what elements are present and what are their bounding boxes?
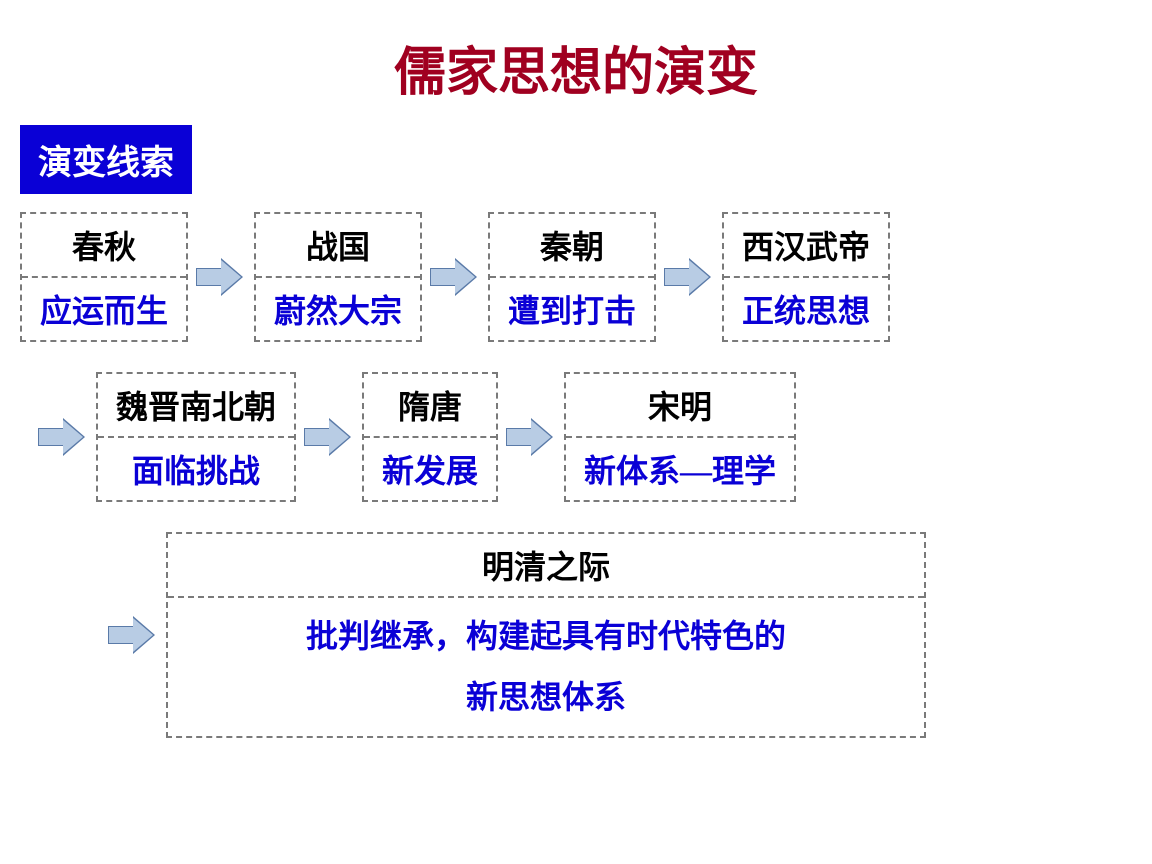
node-period: 明清之际 [168,534,924,596]
node-desc: 批判继承，构建起具有时代特色的 新思想体系 [168,596,924,736]
arrow-icon [188,258,254,296]
node-desc-line: 批判继承，构建起具有时代特色的 [186,606,906,667]
flow-node: 秦朝 遭到打击 [488,212,656,342]
node-desc: 蔚然大宗 [256,276,420,340]
flow-node: 战国 蔚然大宗 [254,212,422,342]
flow-node: 隋唐 新发展 [362,372,498,502]
arrow-icon [498,418,564,456]
arrow-icon [30,418,96,456]
arrow-icon [656,258,722,296]
node-desc-line: 新思想体系 [186,667,906,728]
arrow-icon [296,418,362,456]
node-desc: 正统思想 [724,276,888,340]
node-period: 魏晋南北朝 [98,374,294,436]
node-desc: 遭到打击 [490,276,654,340]
section-badge: 演变线索 [20,125,192,194]
node-desc: 面临挑战 [98,436,294,500]
flow-node-wide: 明清之际 批判继承，构建起具有时代特色的 新思想体系 [166,532,926,738]
page-title: 儒家思想的演变 [0,0,1152,125]
flow-row-2: 魏晋南北朝 面临挑战 隋唐 新发展 宋明 新体系—理学 [0,372,1152,502]
flow-row-1: 春秋 应运而生 战国 蔚然大宗 秦朝 遭到打击 西汉武帝 正统思想 [0,212,1152,342]
flow-node: 宋明 新体系—理学 [564,372,796,502]
arrow-icon [100,616,166,654]
node-period: 战国 [256,214,420,276]
node-period: 秦朝 [490,214,654,276]
node-period: 隋唐 [364,374,496,436]
node-desc: 应运而生 [22,276,186,340]
flow-node: 西汉武帝 正统思想 [722,212,890,342]
flow-node: 魏晋南北朝 面临挑战 [96,372,296,502]
arrow-icon [422,258,488,296]
node-period: 宋明 [566,374,794,436]
flow-node: 春秋 应运而生 [20,212,188,342]
flow-row-3: 明清之际 批判继承，构建起具有时代特色的 新思想体系 [0,532,1152,738]
node-period: 春秋 [22,214,186,276]
node-period: 西汉武帝 [724,214,888,276]
node-desc: 新体系—理学 [566,436,794,500]
node-desc: 新发展 [364,436,496,500]
